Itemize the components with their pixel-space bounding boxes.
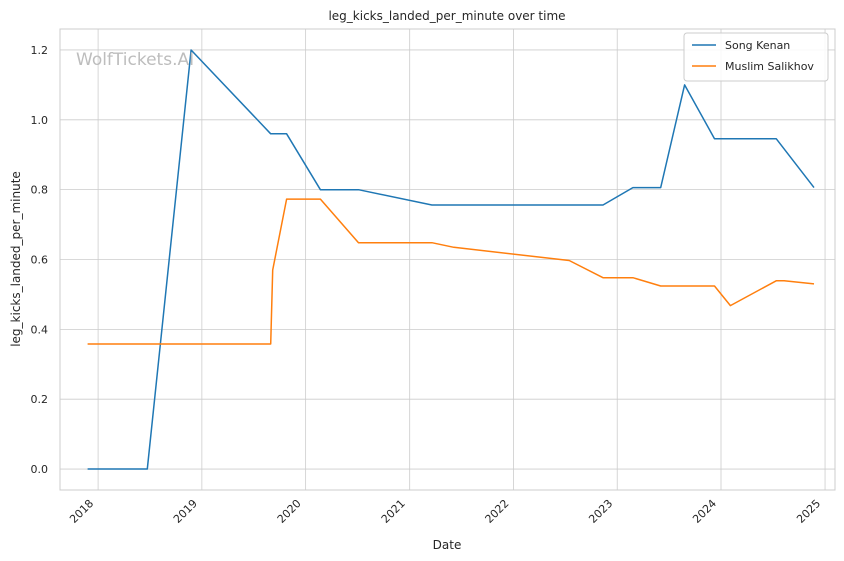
chart-title: leg_kicks_landed_per_minute over time	[328, 9, 565, 23]
y-tick-label: 0.6	[31, 254, 49, 267]
x-tick-label: 2023	[586, 497, 615, 526]
x-axis-ticks: 2018 2019 2020 2021 2022 2023 2024 2025	[67, 497, 823, 526]
y-tick-label: 0.8	[31, 184, 49, 197]
legend-label-song-kenan: Song Kenan	[725, 39, 790, 52]
series-line-muslim-salikhov	[87, 198, 815, 345]
y-tick-label: 0.0	[31, 463, 49, 476]
legend: Song Kenan Muslim Salikhov	[683, 32, 829, 82]
y-axis-ticks: 0.0 0.2 0.4 0.6 0.8 1.0 1.2	[31, 44, 49, 476]
y-tick-label: 1.2	[31, 44, 49, 57]
y-tick-label: 0.4	[31, 323, 49, 336]
x-tick-label: 2018	[67, 497, 96, 526]
watermark: WolfTickets.AI	[76, 50, 194, 70]
y-tick-label: 0.2	[31, 393, 49, 406]
x-tick-label: 2020	[275, 497, 304, 526]
x-tick-label: 2022	[483, 497, 512, 526]
series-line-song-kenan	[87, 49, 815, 470]
x-tick-label: 2025	[794, 497, 823, 526]
x-tick-label: 2024	[690, 497, 719, 526]
x-axis-title: Date	[433, 538, 462, 552]
legend-box	[683, 32, 829, 82]
plot-frame	[59, 28, 836, 491]
series-layer	[87, 49, 815, 470]
y-axis-title: leg_kicks_landed_per_minute	[9, 171, 23, 347]
legend-label-muslim-salikhov: Muslim Salikhov	[725, 60, 814, 73]
y-tick-label: 1.0	[31, 114, 49, 127]
x-tick-label: 2021	[379, 497, 408, 526]
grid	[60, 29, 835, 490]
x-tick-label: 2019	[171, 497, 200, 526]
